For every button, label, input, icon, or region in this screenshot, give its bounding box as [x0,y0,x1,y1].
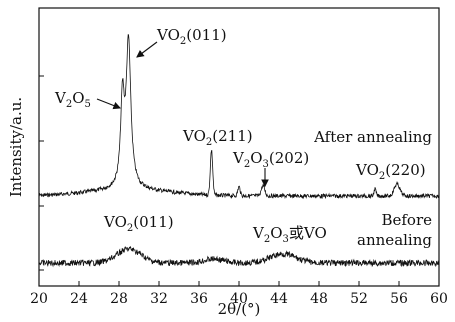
peak-label-vo2-211: VO2(211) [182,127,253,148]
traces [38,34,440,268]
arrow-v2o5 [96,98,122,110]
series-label-before-1: Before [381,211,432,229]
peak-label-v2o5: V2O5 [54,89,91,110]
x-axis-label: 2θ/(°) [218,300,261,318]
y-axis-ticks [39,75,44,271]
x-axis-ticks: 20 24 28 32 36 40 44 48 52 56 60 [30,281,448,307]
x-tick-label: 60 [430,291,448,307]
x-tick-label: 52 [350,291,368,307]
peak-label-vo2-011-top: VO2(011) [156,26,227,47]
x-tick-label: 20 [30,291,48,307]
x-tick-label: 36 [190,291,208,307]
peak-label-vo2-011-bottom: VO2(011) [103,213,174,234]
x-tick-label: 48 [310,291,328,307]
peak-label-v2o3-or-vo: V2O3或VO [252,224,327,245]
peak-label-vo2-220: VO2(220) [355,161,426,182]
x-tick-label: 24 [70,291,88,307]
series-label-after: After annealing [313,128,432,146]
x-tick-label: 40 [230,291,248,307]
arrow-vo2-011 [136,41,158,58]
series-line-before-annealing [38,245,440,268]
x-tick-label: 56 [390,291,408,307]
series-line-after-annealing [38,34,440,200]
series-label-before-2: annealing [357,231,432,249]
y-axis-label: Intensity/a.u. [7,97,25,197]
peak-label-v2o3-202: V2O3(202) [232,149,309,170]
x-tick-label: 28 [110,291,128,307]
x-tick-label: 32 [150,291,168,307]
x-tick-label: 44 [270,291,288,307]
